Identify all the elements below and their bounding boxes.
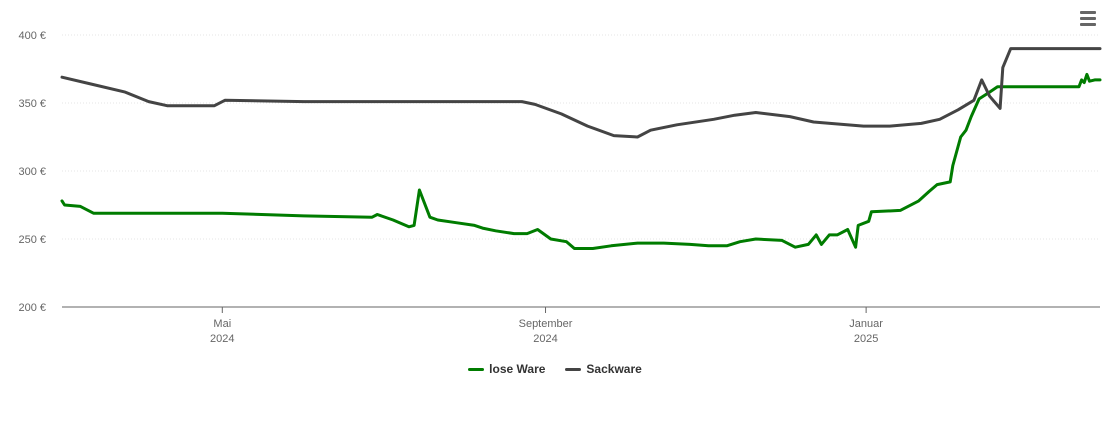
x-tick-year: 2025 bbox=[854, 333, 878, 345]
legend-swatch bbox=[468, 367, 485, 371]
legend-label: lose Ware bbox=[489, 362, 546, 376]
x-tick-label: Januar bbox=[849, 318, 883, 330]
hamburger-menu-icon[interactable] bbox=[1076, 11, 1100, 33]
legend-label: Sackware bbox=[586, 362, 642, 376]
y-tick-label: 350 € bbox=[18, 98, 46, 110]
grid-lines bbox=[62, 34, 1100, 240]
y-axis-labels: 200 € 250 € 300 € 350 € 400 € bbox=[18, 30, 46, 314]
legend: lose Ware Sackware bbox=[0, 362, 1110, 376]
legend-item-sackware[interactable]: Sackware bbox=[565, 362, 642, 376]
x-axis: Mai 2024 September 2024 Januar 2025 bbox=[62, 306, 1100, 345]
x-tick-year: 2024 bbox=[533, 333, 557, 345]
legend-swatch bbox=[565, 367, 582, 371]
x-tick-label: September bbox=[519, 318, 573, 330]
y-tick-label: 250 € bbox=[18, 234, 46, 246]
legend-item-lose-ware[interactable]: lose Ware bbox=[468, 362, 545, 376]
y-tick-label: 200 € bbox=[18, 302, 46, 314]
y-tick-label: 300 € bbox=[18, 166, 46, 178]
series-line-lose-ware[interactable] bbox=[60, 72, 1102, 250]
y-tick-label: 400 € bbox=[18, 30, 46, 42]
series-line-sackware[interactable] bbox=[60, 47, 1102, 139]
x-tick-year: 2024 bbox=[210, 333, 234, 345]
x-tick-label: Mai bbox=[213, 318, 231, 330]
series-lines bbox=[60, 47, 1102, 250]
